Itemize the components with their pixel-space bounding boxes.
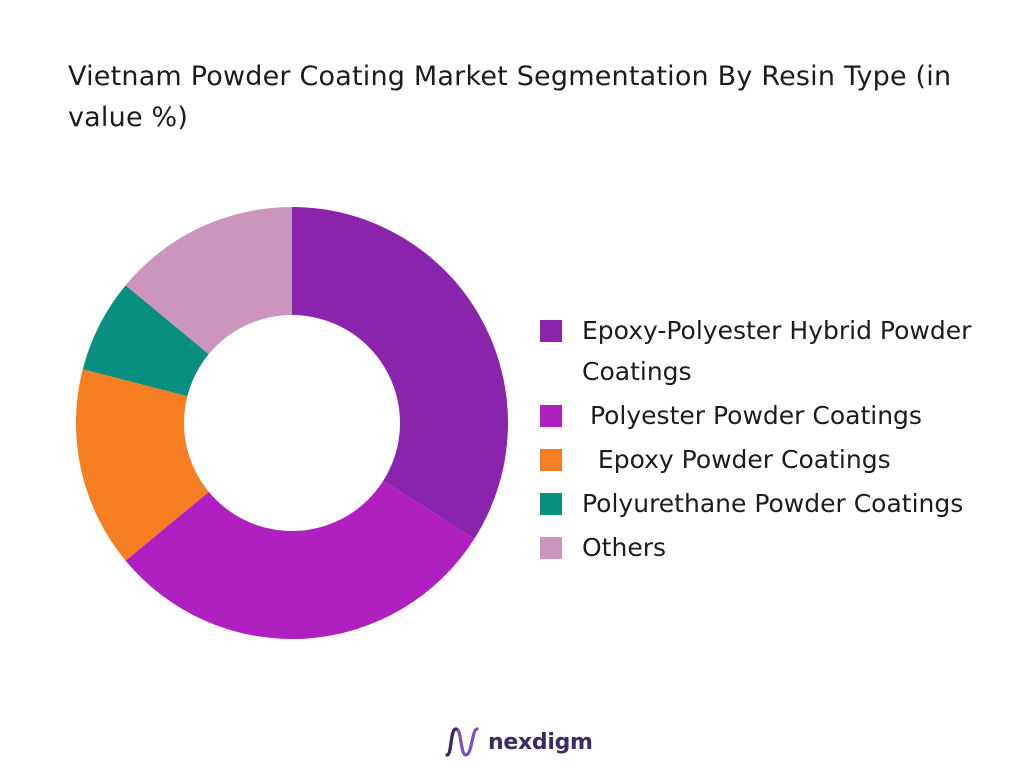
legend-label: Polyester Powder Coatings <box>582 401 922 430</box>
donut-slice-3 <box>82 285 209 397</box>
brand-logo: nexdigm <box>444 722 593 762</box>
chart-legend: Epoxy-Polyester Hybrid Powder Coatings P… <box>540 310 1010 571</box>
donut-slice-1 <box>125 480 475 639</box>
legend-item-2: Epoxy Powder Coatings <box>540 439 1010 480</box>
donut-slice-4 <box>125 207 292 355</box>
legend-swatch <box>540 537 562 559</box>
legend-item-0: Epoxy-Polyester Hybrid Powder Coatings <box>540 310 1010 392</box>
legend-item-1: Polyester Powder Coatings <box>540 395 1010 436</box>
legend-swatch <box>540 449 562 471</box>
legend-label: Polyurethane Powder Coatings <box>582 489 964 518</box>
legend-label: Others <box>582 533 667 562</box>
donut-slice-0 <box>292 207 508 539</box>
legend-item-3: Polyurethane Powder Coatings <box>540 483 1010 524</box>
donut-slice-2 <box>76 369 209 561</box>
legend-label: Epoxy Powder Coatings <box>582 445 891 474</box>
legend-item-4: Others <box>540 527 1010 568</box>
brand-name: nexdigm <box>488 729 593 755</box>
legend-swatch <box>540 405 562 427</box>
legend-swatch <box>540 320 562 342</box>
chart-title: Vietnam Powder Coating Market Segmentati… <box>68 61 952 133</box>
legend-label: Epoxy-Polyester Hybrid Powder Coatings <box>582 316 980 386</box>
wave-logo-icon <box>445 727 479 757</box>
donut-slices <box>76 207 508 639</box>
legend-swatch <box>540 493 562 515</box>
